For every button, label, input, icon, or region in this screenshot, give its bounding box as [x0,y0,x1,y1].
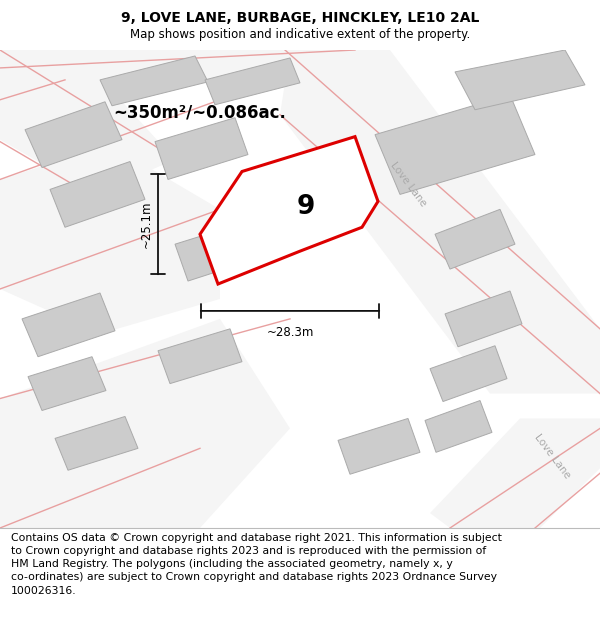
Polygon shape [25,102,122,168]
Polygon shape [155,118,248,179]
Polygon shape [0,50,350,100]
Polygon shape [0,50,175,194]
Text: Love Lane: Love Lane [532,432,572,481]
Polygon shape [205,58,300,105]
Text: ~25.1m: ~25.1m [140,201,153,248]
Polygon shape [445,291,522,347]
Text: 9: 9 [296,194,315,220]
Polygon shape [0,144,220,334]
Polygon shape [28,357,106,411]
Polygon shape [158,329,242,384]
Polygon shape [50,161,145,228]
Polygon shape [280,50,600,394]
Polygon shape [430,346,507,401]
Polygon shape [375,95,535,194]
Polygon shape [435,209,515,269]
Polygon shape [430,419,600,528]
Polygon shape [22,293,115,357]
Polygon shape [100,56,208,106]
Polygon shape [175,219,268,281]
Polygon shape [425,401,492,452]
Polygon shape [200,137,378,284]
Text: Contains OS data © Crown copyright and database right 2021. This information is : Contains OS data © Crown copyright and d… [11,533,502,596]
Text: Love Lane: Love Lane [388,161,428,209]
Polygon shape [338,419,420,474]
Polygon shape [55,416,138,470]
Text: ~28.3m: ~28.3m [266,326,314,339]
Polygon shape [0,319,290,528]
Polygon shape [455,50,585,110]
Text: Map shows position and indicative extent of the property.: Map shows position and indicative extent… [130,28,470,41]
Text: ~350m²/~0.086ac.: ~350m²/~0.086ac. [113,104,286,122]
Text: 9, LOVE LANE, BURBAGE, HINCKLEY, LE10 2AL: 9, LOVE LANE, BURBAGE, HINCKLEY, LE10 2A… [121,11,479,25]
